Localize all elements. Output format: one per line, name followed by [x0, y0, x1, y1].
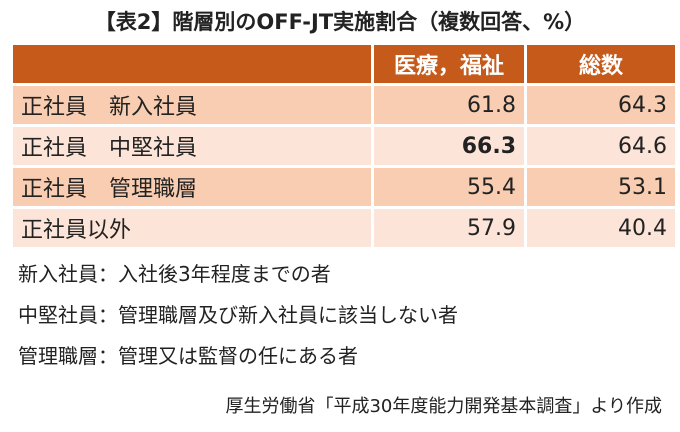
row-label: 正社員 中堅社員: [13, 127, 371, 165]
value-cell: 40.4: [527, 209, 675, 247]
row-label: 正社員 新入社員: [13, 86, 371, 124]
value-cell: 64.3: [527, 86, 675, 124]
value-cell: 53.1: [527, 168, 675, 206]
row-label: 正社員 管理職層: [13, 168, 371, 206]
table-row: 正社員 中堅社員 66.3 64.6: [13, 127, 675, 165]
header-row: 医療，福祉 総数: [13, 45, 675, 83]
source: 厚生労働省「平成30年度能力開発基本調査」より作成: [225, 396, 662, 417]
note: 中堅社員：管理職層及び新入社員に該当しない者: [18, 303, 458, 327]
table-row: 正社員以外 57.9 40.4: [13, 209, 675, 247]
note: 新入社員：入社後3年程度までの者: [18, 262, 331, 286]
title: 【表2】階層別のOFF-JT実施割合（複数回答、%）: [94, 10, 586, 34]
header-cell: 医療，福祉: [374, 45, 524, 83]
note: 管理職層：管理又は監督の任にある者: [18, 344, 358, 368]
value-cell: 61.8: [374, 86, 524, 124]
table-row: 正社員 管理職層 55.4 53.1: [13, 168, 675, 206]
header-cell: [13, 45, 371, 83]
row-label: 正社員以外: [13, 209, 371, 247]
value-cell: 64.6: [527, 127, 675, 165]
header-cell: 総数: [527, 45, 675, 83]
table-row: 正社員 新入社員 61.8 64.3: [13, 86, 675, 124]
table: 医療，福祉 総数 正社員 新入社員 61.8 64.3 正社員 中堅社員 66.3 64.6 正…: [10, 42, 678, 250]
value-cell: 66.3: [374, 127, 524, 165]
value-cell: 55.4: [374, 168, 524, 206]
value-cell: 57.9: [374, 209, 524, 247]
